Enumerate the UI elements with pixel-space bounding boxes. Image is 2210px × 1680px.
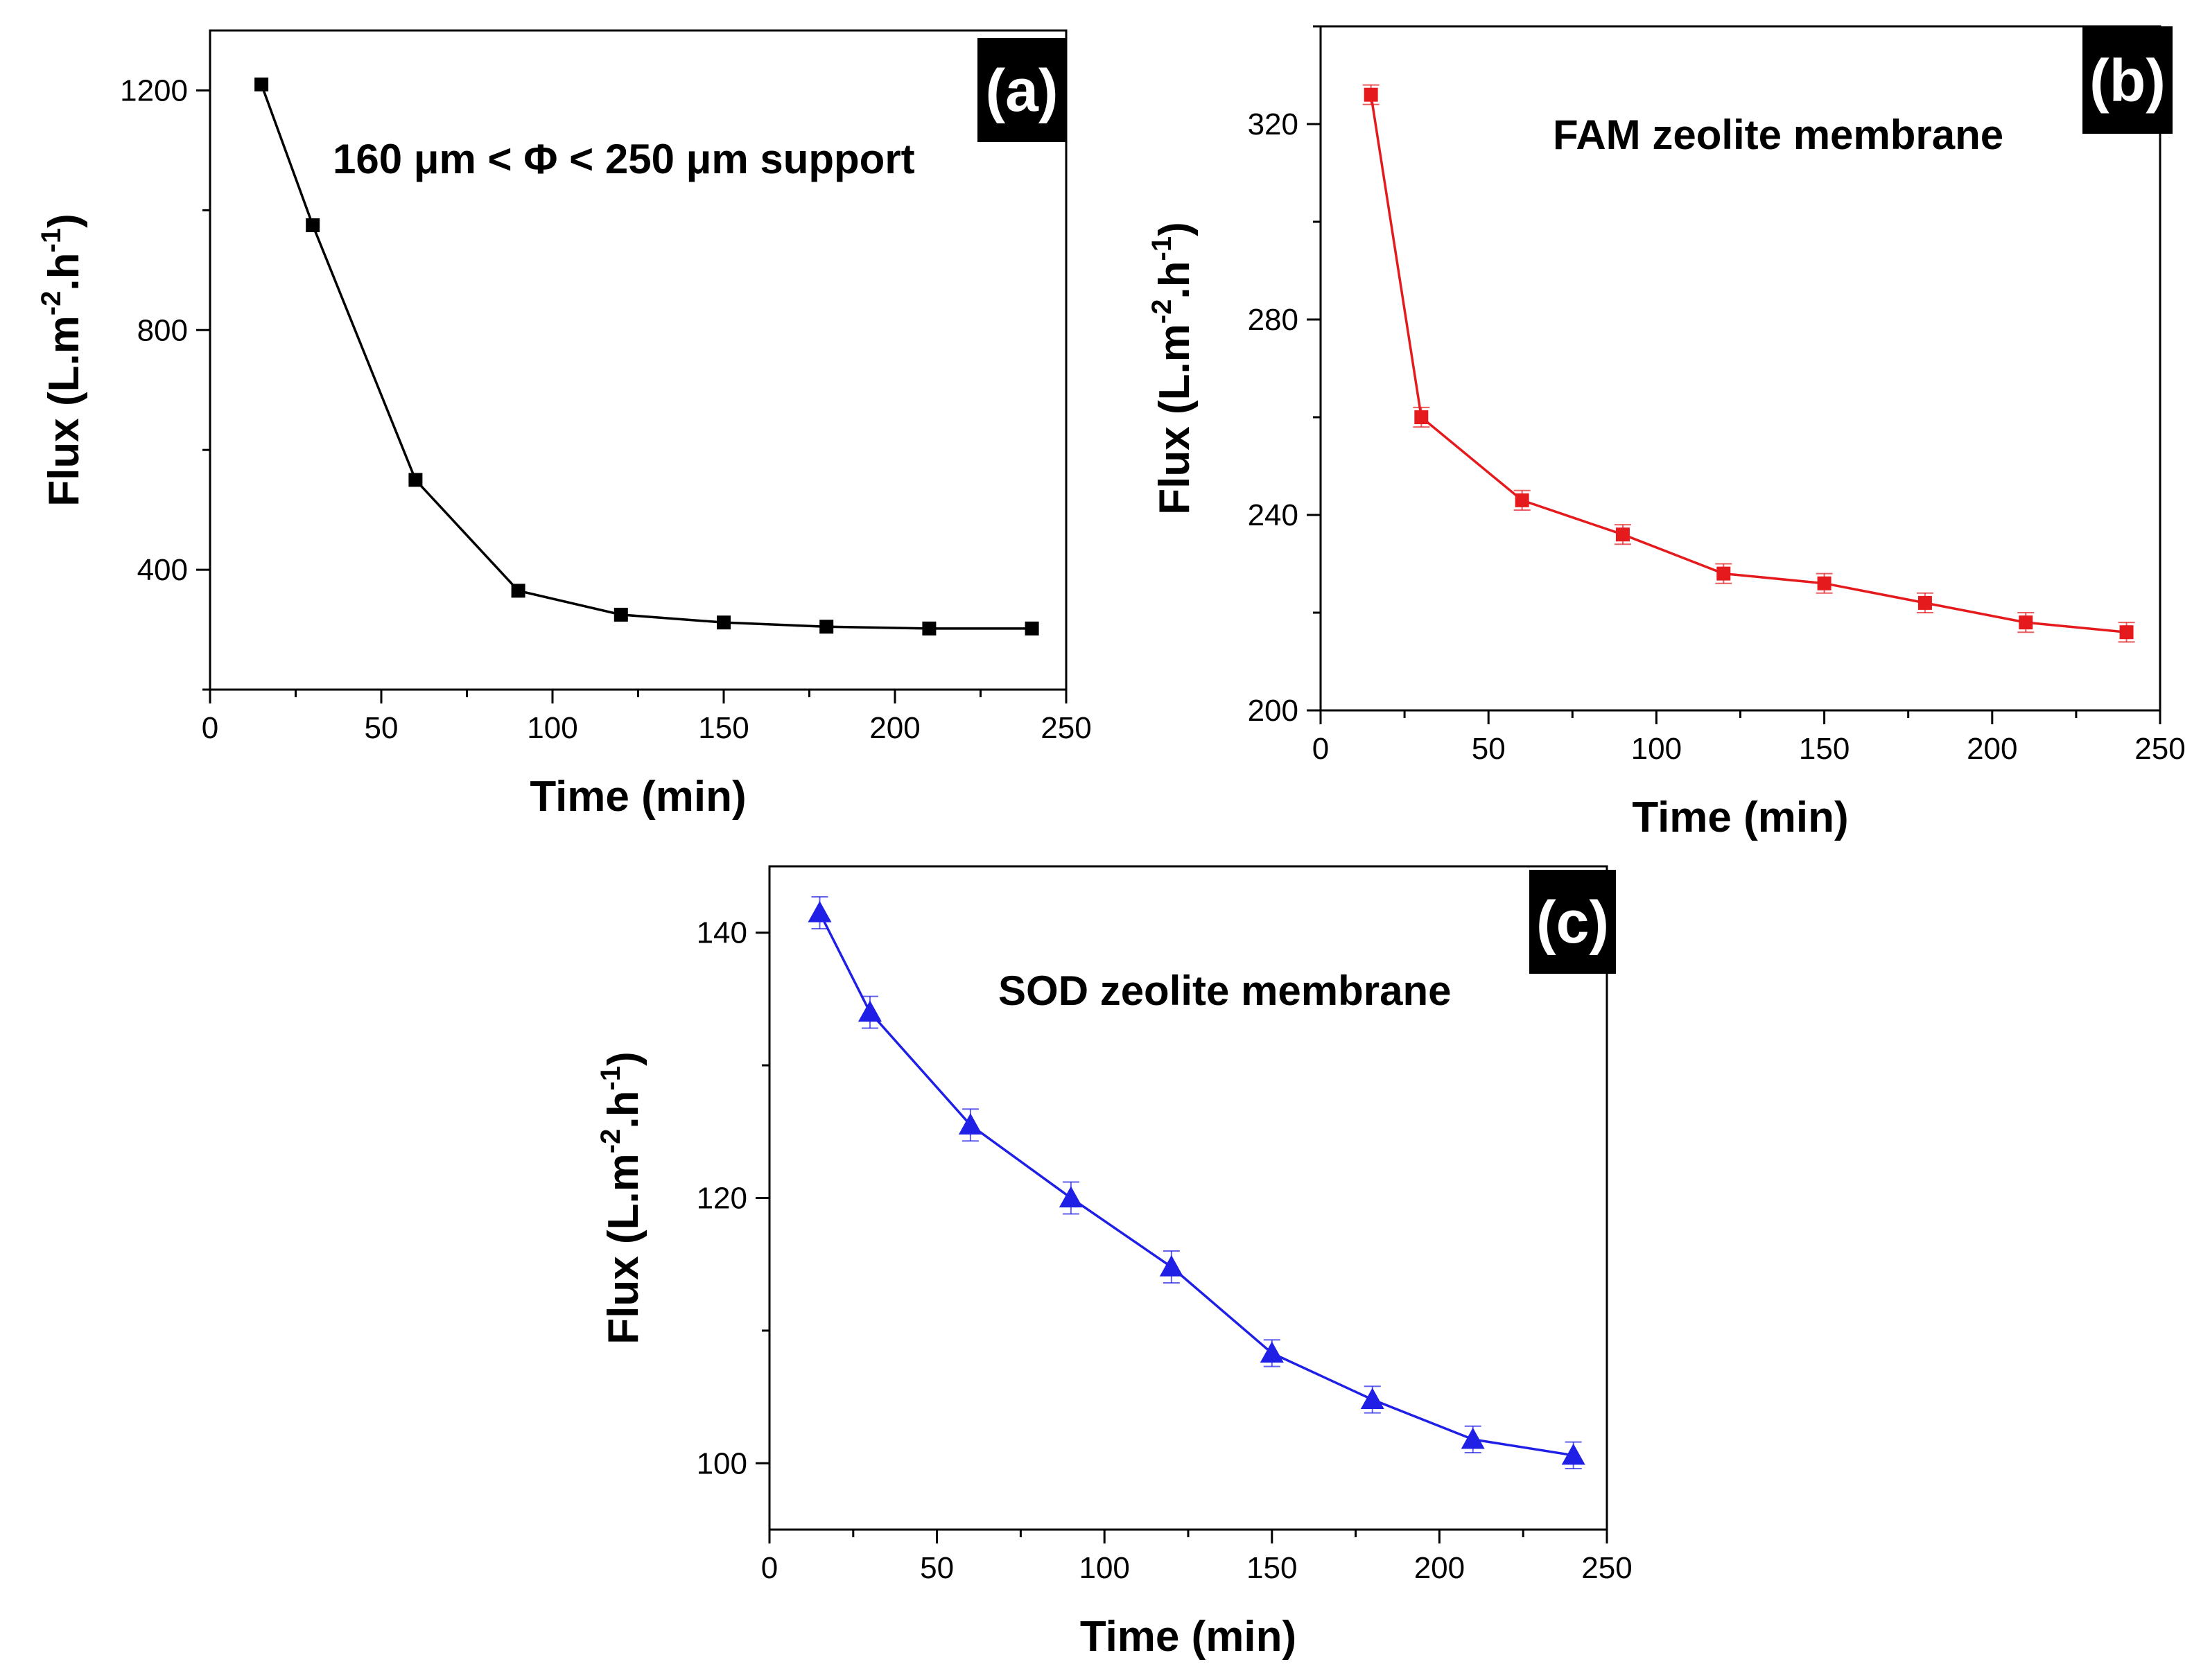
panel-label-box — [1529, 870, 1616, 974]
y-tick-label: 1200 — [120, 73, 188, 107]
data-point — [858, 1000, 882, 1022]
y-axis-title-part: .h — [1151, 261, 1199, 299]
data-point — [511, 584, 525, 598]
panel-label: (a) — [985, 58, 1058, 124]
data-point — [1515, 493, 1529, 507]
y-tick-label: 800 — [137, 313, 188, 347]
x-tick-label: 150 — [698, 711, 749, 745]
x-tick-label: 0 — [761, 1551, 778, 1585]
x-tick-label: 100 — [527, 711, 577, 745]
y-tick-label: 120 — [697, 1182, 747, 1216]
x-tick-label: 50 — [920, 1551, 954, 1585]
data-point — [1561, 1443, 1585, 1465]
y-tick-label: 280 — [1248, 303, 1298, 337]
x-tick-label: 100 — [1631, 732, 1682, 766]
chart-annotation: FAM zeolite membrane — [1553, 112, 2003, 158]
x-tick-label: 250 — [1581, 1551, 1632, 1585]
panel-label-box — [2082, 26, 2173, 134]
data-point — [1414, 410, 1429, 424]
chart-panel-3: 0 50 100 150 200 250 100 120 140 Time (min) Flux (… — [595, 865, 1633, 1661]
x-tick-label: 0 — [202, 711, 218, 745]
data-point — [1716, 566, 1731, 581]
x-tick-label: 0 — [1312, 732, 1329, 766]
data-point — [1917, 595, 1932, 610]
y-axis-title-part: ) — [40, 213, 88, 228]
y-tick-label: 400 — [137, 553, 188, 587]
data-point — [1817, 576, 1831, 590]
y-tick-label: 320 — [1248, 107, 1298, 141]
chart-annotation: SOD zeolite membrane — [998, 968, 1452, 1014]
y-axis-title-part: .h — [40, 252, 88, 290]
plot-frame — [209, 29, 1068, 691]
y-tick-label: 240 — [1248, 498, 1298, 532]
x-tick-label: 200 — [1967, 732, 2017, 766]
data-point — [808, 900, 832, 922]
y-tick-label: 100 — [697, 1446, 747, 1480]
x-tick-label: 150 — [1246, 1551, 1297, 1585]
data-point — [1260, 1341, 1284, 1363]
x-tick-label: 200 — [869, 711, 920, 745]
data-point — [1059, 1186, 1083, 1208]
data-point — [819, 620, 834, 634]
x-tick-label: 250 — [2134, 732, 2185, 766]
y-axis-title-superscript: -1 — [595, 1066, 626, 1091]
y-tick-label: 140 — [697, 916, 747, 950]
y-axis-title-part: ) — [1151, 222, 1199, 236]
y-axis-title-part: ) — [600, 1051, 647, 1066]
y-axis-title: Flux (L.m-2.h-1) — [1147, 222, 1199, 514]
x-tick-label: 200 — [1414, 1551, 1465, 1585]
data-point — [2019, 615, 2033, 630]
plot-frame — [768, 865, 1608, 1531]
x-tick-label: 250 — [1041, 711, 1091, 745]
panel-label-box — [977, 38, 1066, 142]
y-axis-title: Flux (L.m-2.h-1) — [36, 213, 88, 506]
data-point — [1364, 87, 1378, 102]
panel-label: (c) — [1536, 889, 1609, 956]
data-point — [922, 621, 937, 636]
chart-panel-1: 0 50 100 150 200 250 400 800 1200 Time (min) Flux … — [36, 29, 1092, 821]
data-point — [1159, 1255, 1183, 1277]
x-tick-label: 50 — [365, 711, 399, 745]
data-point — [1360, 1388, 1384, 1410]
panel-label: (b) — [2089, 48, 2166, 114]
data-point — [2119, 625, 2134, 640]
y-tick-label: 200 — [1248, 694, 1298, 728]
y-axis-title-superscript: -2 — [36, 291, 67, 316]
data-point — [306, 218, 320, 232]
x-axis-title: Time (min) — [530, 773, 746, 821]
y-axis-title-part: .h — [600, 1090, 647, 1128]
y-axis-title-superscript: -2 — [595, 1129, 626, 1154]
data-point — [717, 615, 731, 630]
data-point — [254, 77, 269, 91]
chart-panel-2: 0 50 100 150 200 250 200 240 280 320 Time (min) Flu… — [1147, 25, 2186, 841]
y-axis-title-part: Flux (L.m — [600, 1153, 647, 1345]
data-point — [614, 607, 628, 622]
series-line — [1369, 94, 2127, 633]
y-axis-title-superscript: -1 — [36, 228, 67, 253]
x-tick-label: 50 — [1472, 732, 1506, 766]
data-point — [958, 1113, 982, 1135]
y-axis-title: Flux (L.m-2.h-1) — [595, 1051, 647, 1344]
data-point — [1615, 527, 1630, 542]
chart-annotation: 160 μm < Φ < 250 μm support — [333, 136, 915, 182]
data-point — [1025, 621, 1039, 636]
data-point — [408, 473, 423, 487]
x-axis-title: Time (min) — [1632, 794, 1848, 841]
x-tick-label: 150 — [1799, 732, 1850, 766]
y-axis-title-superscript: -2 — [1147, 299, 1177, 324]
data-point — [1461, 1427, 1485, 1449]
y-axis-title-part: Flux (L.m — [1151, 324, 1199, 515]
x-axis-title: Time (min) — [1080, 1613, 1296, 1661]
x-tick-label: 100 — [1079, 1551, 1129, 1585]
y-axis-title-part: Flux (L.m — [40, 315, 88, 507]
y-axis-title-superscript: -1 — [1147, 236, 1177, 261]
